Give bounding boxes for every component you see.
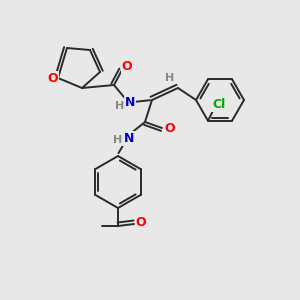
Text: N: N xyxy=(124,131,134,145)
Text: O: O xyxy=(122,59,132,73)
Text: Cl: Cl xyxy=(212,98,226,111)
Text: H: H xyxy=(113,135,123,145)
Text: N: N xyxy=(125,95,135,109)
Text: H: H xyxy=(165,73,175,83)
Text: O: O xyxy=(48,71,58,85)
Text: O: O xyxy=(165,122,175,134)
Text: O: O xyxy=(136,215,146,229)
Text: H: H xyxy=(116,101,124,111)
